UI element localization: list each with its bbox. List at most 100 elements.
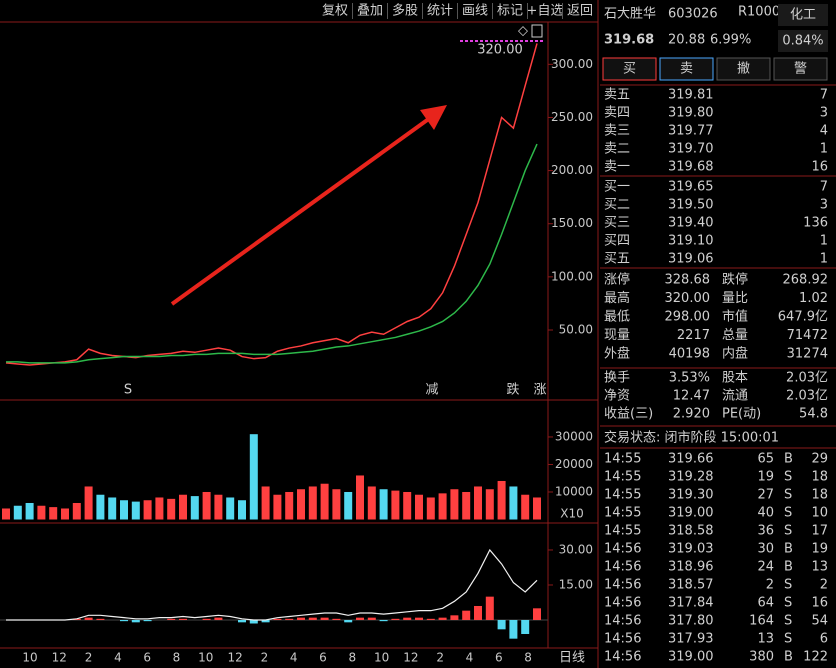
stat-value: 31274	[787, 347, 828, 362]
stat-value: 647.9亿	[778, 310, 828, 325]
volume-bar	[238, 500, 246, 520]
trade-count: 16	[811, 596, 828, 611]
trade-time: 14:56	[604, 632, 641, 647]
x-tick-label: 4	[114, 651, 122, 665]
macd-bar	[249, 619, 258, 624]
stock-name: 石大胜华	[604, 7, 656, 22]
y-tick-label: 150.00	[551, 216, 593, 230]
trade-count: 122	[803, 650, 828, 665]
book-volume: 1	[820, 234, 828, 249]
volume-bar	[497, 480, 506, 520]
trade-count: 18	[811, 488, 828, 503]
x-tick-label: 12	[403, 651, 418, 665]
trade-side: S	[784, 596, 792, 611]
toolbar-button[interactable]: 标记	[497, 4, 523, 19]
trade-time: 14:56	[604, 614, 641, 629]
trade-side: S	[784, 506, 792, 521]
trade-volume: 65	[757, 452, 774, 467]
icon	[531, 24, 543, 38]
toolbar-button[interactable]: 画线	[462, 4, 488, 19]
y-tick-label: 20000	[555, 457, 593, 471]
macd-bar	[367, 617, 376, 620]
trade-volume: 13	[757, 632, 774, 647]
order-button[interactable]	[773, 57, 828, 81]
toolbar-button[interactable]: 叠加	[357, 4, 383, 19]
book-volume: 16	[811, 160, 828, 175]
y-tick-label: 30000	[555, 429, 593, 443]
macd-bar	[379, 619, 388, 622]
volume-bar	[25, 502, 34, 520]
trade-time: 14:55	[604, 452, 641, 467]
macd-bar	[96, 618, 105, 620]
volume-bar	[84, 486, 93, 520]
y-tick-label: 30.00	[559, 542, 593, 556]
volume-bar	[131, 501, 140, 520]
trade-price: 318.57	[668, 578, 714, 593]
trade-volume: 27	[757, 488, 774, 503]
trade-volume: 36	[757, 524, 774, 539]
volume-bar	[509, 486, 518, 520]
order-button-label[interactable]: 警	[794, 61, 807, 77]
volume-bar	[308, 486, 317, 520]
toolbar-button[interactable]: 统计	[427, 4, 453, 19]
volume-bar	[37, 505, 46, 520]
trade-count: 10	[811, 506, 828, 521]
order-button[interactable]	[716, 57, 771, 81]
volume-bar	[273, 494, 282, 520]
x-tick-label: 6	[143, 651, 151, 665]
trade-side: S	[784, 632, 792, 647]
macd-line	[6, 548, 538, 621]
stock-code: 603026	[668, 7, 718, 22]
macd-bar	[344, 619, 353, 623]
stat-label: 总量	[722, 328, 748, 343]
macd-bar	[214, 617, 223, 620]
trade-time: 14:56	[604, 560, 641, 575]
macd-bar	[84, 617, 93, 620]
macd-bar	[120, 619, 128, 622]
trade-side: S	[784, 524, 792, 539]
annotation: 跌	[506, 382, 519, 398]
trade-count: 6	[820, 632, 828, 647]
stat-value: 54.8	[799, 407, 828, 422]
volume-bar	[474, 486, 482, 520]
book-volume: 1	[820, 252, 828, 267]
x-tick-label: 6	[495, 651, 503, 665]
volume-bar	[485, 489, 494, 520]
toolbar-button[interactable]: 多股	[392, 3, 418, 19]
stat-label: 最低	[604, 310, 630, 325]
toolbar-button[interactable]: +自选	[527, 4, 564, 19]
order-button-label[interactable]: 买	[623, 62, 636, 77]
x-tick-label: 8	[348, 651, 356, 665]
stat-value: 2.920	[673, 407, 710, 422]
order-button-label[interactable]: 撤	[737, 61, 750, 77]
annotation: 涨	[533, 383, 546, 398]
toolbar-button[interactable]: 返回	[567, 4, 593, 19]
x-tick-label: 10	[22, 651, 37, 665]
book-volume: 136	[803, 216, 828, 231]
volume-bar	[202, 491, 211, 520]
macd-bar	[533, 608, 541, 620]
macd-bar	[426, 618, 435, 620]
trade-volume: 19	[757, 470, 774, 485]
stat-label: 市值	[722, 309, 748, 325]
trade-price: 319.66	[668, 452, 714, 467]
macd-bar	[261, 619, 270, 623]
trade-price: 319.30	[668, 488, 714, 503]
trade-count: 2	[820, 578, 828, 593]
annotation: S	[124, 383, 132, 398]
volume-bar	[438, 493, 447, 520]
order-button-label[interactable]: 卖	[680, 62, 693, 77]
toolbar-button[interactable]: 复权	[322, 3, 348, 19]
trade-count: 54	[811, 614, 828, 629]
volume-bar	[297, 489, 305, 520]
macd-bar	[356, 617, 364, 620]
trade-time: 14:56	[604, 542, 641, 557]
volume-bar	[167, 498, 176, 520]
stat-value: 2217	[677, 328, 710, 343]
book-label: 卖五	[604, 88, 630, 103]
volume-bar	[320, 483, 329, 520]
order-button[interactable]	[659, 57, 714, 81]
stat-value: 3.53%	[669, 371, 710, 386]
order-button[interactable]	[602, 57, 657, 81]
volume-bar	[344, 491, 353, 520]
